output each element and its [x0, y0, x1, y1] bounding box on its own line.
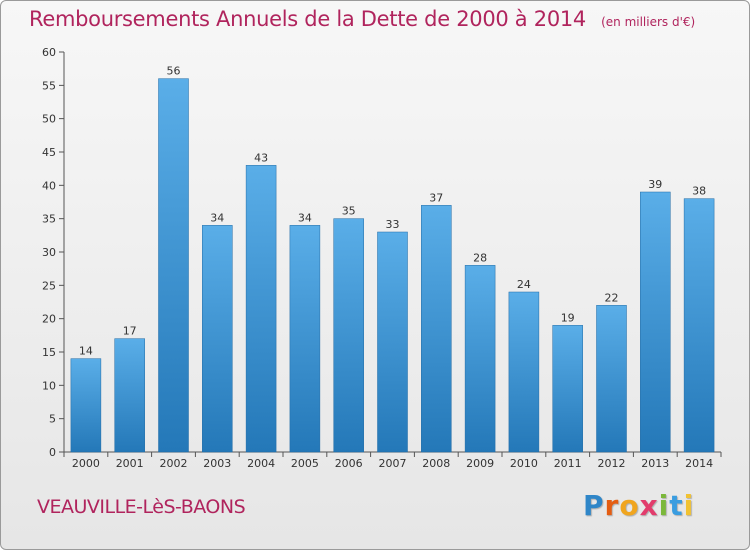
bar-value-label: 35: [342, 205, 356, 218]
bar-value-label: 28: [473, 251, 487, 264]
chart-subtitle: (en milliers d'€): [601, 15, 696, 29]
bar-value-label: 24: [517, 278, 531, 291]
y-tick-label: 15: [42, 346, 56, 359]
bar: [114, 338, 145, 453]
bar-value-label: 34: [210, 211, 224, 224]
y-tick-label: 45: [42, 146, 56, 159]
x-tick-label: 2007: [379, 457, 407, 470]
x-tick-label: 2013: [641, 457, 669, 470]
bar: [289, 225, 321, 453]
y-tick-label: 55: [42, 79, 56, 92]
x-tick-label: 2001: [116, 457, 144, 470]
bars: [70, 78, 715, 453]
y-tick-label: 20: [42, 313, 56, 326]
x-tick-label: 2000: [72, 457, 100, 470]
logo-letter: i: [658, 489, 670, 522]
x-tick-label: 2008: [422, 457, 450, 470]
bar: [421, 205, 452, 453]
x-tick-label: 2004: [247, 457, 275, 470]
logo-letter: o: [619, 489, 640, 522]
bar: [464, 265, 496, 453]
bar-value-label: 43: [254, 151, 268, 164]
x-tick-label: 2002: [160, 457, 188, 470]
bar-value-label: 22: [605, 291, 619, 304]
x-tick-label: 2010: [510, 457, 538, 470]
bar: [202, 225, 233, 453]
y-tick-label: 60: [42, 46, 56, 59]
x-tick-label: 2012: [598, 457, 626, 470]
logo-letter: x: [639, 489, 659, 522]
bar-value-label: 34: [298, 211, 312, 224]
x-tick-label: 2003: [203, 457, 231, 470]
bar: [245, 165, 277, 453]
axes: 0 5 10 15 20 25 30 35 40 45 50 55 60: [42, 46, 722, 459]
x-tick-label: 2005: [291, 457, 319, 470]
proxiti-logo: Proxiti: [583, 489, 694, 522]
bar-value-label: 56: [167, 65, 181, 78]
y-tick-label: 35: [42, 213, 56, 226]
y-tick-label: 30: [42, 246, 56, 259]
y-tick-label: 5: [49, 413, 56, 426]
bar-value-label: 39: [648, 178, 662, 191]
x-tick-label: 2009: [466, 457, 494, 470]
bar: [508, 291, 540, 453]
logo-letter: r: [604, 489, 620, 522]
chart-title: Remboursements Annuels de la Dette de 20…: [29, 7, 586, 31]
logo-letter: t: [669, 489, 684, 522]
bar: [683, 198, 715, 453]
bar: [70, 358, 102, 453]
bar-value-label: 38: [692, 185, 706, 198]
bar: [640, 191, 671, 453]
commune-name: VEAUVILLE-LèS-BAONS: [37, 496, 246, 518]
y-tick-label: 10: [42, 379, 56, 392]
bar: [377, 231, 408, 453]
bar: [552, 325, 583, 453]
x-tick-label: 2014: [685, 457, 713, 470]
x-tick-label: 2011: [554, 457, 582, 470]
bar: [333, 218, 364, 453]
y-tick-label: 40: [42, 179, 56, 192]
x-tick-label: 2006: [335, 457, 363, 470]
bar: [596, 305, 627, 453]
labels: 14 2000 17 2001 56 2002 34 2003 43 2004 34 2005 35 20…: [72, 65, 713, 470]
logo-letter: i: [683, 489, 695, 522]
bar: [158, 78, 189, 453]
bar-value-label: 19: [561, 311, 575, 324]
title-row: Remboursements Annuels de la Dette de 20…: [29, 7, 695, 31]
bar-value-label: 17: [123, 325, 137, 338]
bar-value-label: 33: [386, 218, 400, 231]
y-tick-label: 25: [42, 279, 56, 292]
logo-letter: P: [583, 489, 605, 522]
y-tick-label: 0: [49, 446, 56, 459]
bar-value-label: 37: [429, 191, 443, 204]
bar-value-label: 14: [79, 345, 93, 358]
y-tick-label: 50: [42, 113, 56, 126]
